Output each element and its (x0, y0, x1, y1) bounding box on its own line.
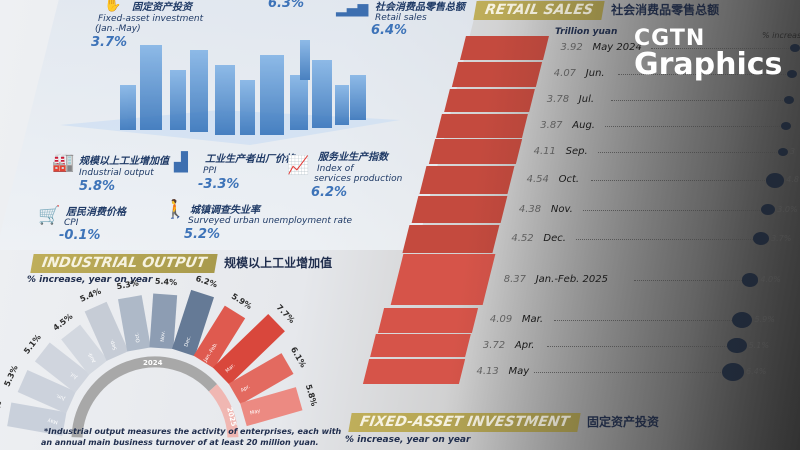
retail-value-6: 4.38 (518, 203, 542, 215)
retail-sales-banner: RETAIL SALES (473, 1, 605, 20)
retail-bar-6 (411, 196, 508, 223)
retail-growth-label-10: 5.1% (748, 340, 769, 350)
retail-growth-label-5: 4.8 (786, 175, 799, 185)
retail-bar-2 (443, 88, 535, 112)
retail-month-11: May (508, 365, 530, 377)
industrial-value-label-5: 5.3% (116, 279, 139, 292)
retail-month-7: Dec. (543, 232, 566, 244)
industrial-value-label-3: 4.5% (51, 312, 74, 333)
retail-sales-title-cn: 社会消费品零售总额 (611, 3, 720, 18)
fixed-asset-investment-banner: FIXED-ASSET INVESTMENT (348, 413, 581, 432)
retail-sales-header: RETAIL SALES 社会消费品零售总额 (473, 1, 720, 20)
retail-month-6: Nov. (550, 203, 573, 215)
retail-growth-dot-3 (781, 121, 791, 130)
retail-bar-3 (436, 113, 529, 138)
industrial-value-label-9: 7.7% (275, 303, 297, 325)
industrial-value-label-2: 5.1% (22, 333, 43, 356)
retail-leader-line-11 (534, 371, 733, 373)
ring-2024 (71, 356, 218, 438)
retail-month-2: Jul. (578, 94, 595, 106)
retail-month-4: Sep. (565, 145, 588, 157)
retail-leader-line-6 (583, 209, 768, 211)
retail-growth-label-4: 3 (790, 146, 796, 156)
retail-leader-line-4 (598, 151, 783, 153)
fixed-asset-investment-header: FIXED-ASSET INVESTMENT 固定资产投资 (348, 413, 660, 432)
industrial-value-label-0: 5.6% (0, 400, 3, 423)
retail-value-3: 3.87 (540, 119, 563, 131)
retail-leader-line-9 (554, 319, 742, 321)
industrial-value-label-4: 5.4% (79, 287, 103, 304)
retail-month-5: Oct. (558, 174, 580, 186)
industrial-value-label-6: 5.4% (155, 277, 178, 288)
retail-value-1: 4.07 (553, 68, 577, 80)
retail-bar-8 (390, 254, 496, 306)
retail-value-4: 4.11 (533, 145, 556, 157)
industrial-month-label-6: Nov. (160, 330, 167, 342)
retail-leader-line-5 (590, 180, 775, 182)
retail-bar-1 (451, 61, 542, 87)
retail-bar-0 (459, 36, 549, 60)
retail-bar-5 (420, 166, 516, 195)
retail-unit-label: Trillion yuan (555, 27, 618, 37)
industrial-value-label-10: 6.1% (289, 345, 308, 369)
retail-bar-4 (428, 139, 522, 165)
retail-value-8: 8.37 (503, 273, 526, 285)
retail-growth-dot-11 (721, 362, 745, 381)
retail-growth-label-11: 6.4% (746, 366, 767, 376)
industrial-value-label-1: 5.3% (2, 364, 19, 388)
retail-growth-dot-8 (741, 273, 759, 287)
fixed-asset-investment-title-cn: 固定资产投资 (587, 415, 660, 430)
retail-growth-dot-5 (765, 172, 785, 188)
retail-growth-dot-10 (727, 338, 747, 354)
retail-value-11: 4.13 (476, 365, 499, 377)
retail-growth-label-6: 3.0% (777, 204, 798, 214)
retail-bar-7 (402, 224, 500, 253)
retail-value-2: 3.78 (546, 94, 570, 106)
retail-month-1: Jun. (585, 68, 605, 80)
logo-line2: Graphics (634, 47, 783, 82)
retail-growth-label-7: 3.7% (771, 233, 792, 243)
retail-month-9: Mar. (521, 313, 544, 325)
industrial-footnote-line2: an annual main business turnover of at l… (41, 438, 319, 447)
fixed-asset-investment-subtitle: % increase, year on year (345, 435, 471, 445)
retail-month-10: Apr. (514, 339, 535, 351)
industrial-value-label-8: 5.9% (230, 292, 254, 311)
retail-leader-line-7 (575, 238, 761, 240)
cgtn-graphics-logo: CGTN Graphics (634, 28, 782, 80)
retail-bar-9 (378, 307, 479, 333)
retail-growth-label-9: 5.9% (754, 314, 775, 324)
industrial-value-label-7: 6.2% (195, 274, 219, 289)
retail-leader-line-10 (547, 345, 737, 347)
retail-growth-label-8: 4.0% (760, 274, 781, 284)
retail-bar-10 (370, 334, 471, 358)
industrial-footnote-line1: *Industrial output measures the activity… (44, 427, 342, 436)
retail-leader-line-8 (634, 279, 750, 281)
retail-bar-11 (362, 359, 465, 385)
retail-growth-dot-0 (790, 43, 800, 52)
retail-month-8: Jan.-Feb. 2025 (535, 273, 608, 285)
retail-value-5: 4.54 (526, 174, 549, 186)
retail-growth-dot-4 (778, 147, 788, 156)
retail-month-3: Aug. (572, 119, 595, 131)
retail-leader-line-3 (604, 125, 786, 127)
retail-value-7: 4.52 (511, 232, 534, 244)
ring-label-2024: 2024 (143, 359, 163, 367)
industrial-value-label-11: 5.8% (304, 383, 319, 407)
retail-leader-line-2 (611, 100, 789, 102)
retail-value-9: 4.09 (489, 313, 513, 325)
retail-value-0: 3.92 (560, 41, 583, 53)
logo-line1: CGTN (634, 26, 706, 51)
retail-value-10: 3.72 (482, 339, 506, 351)
